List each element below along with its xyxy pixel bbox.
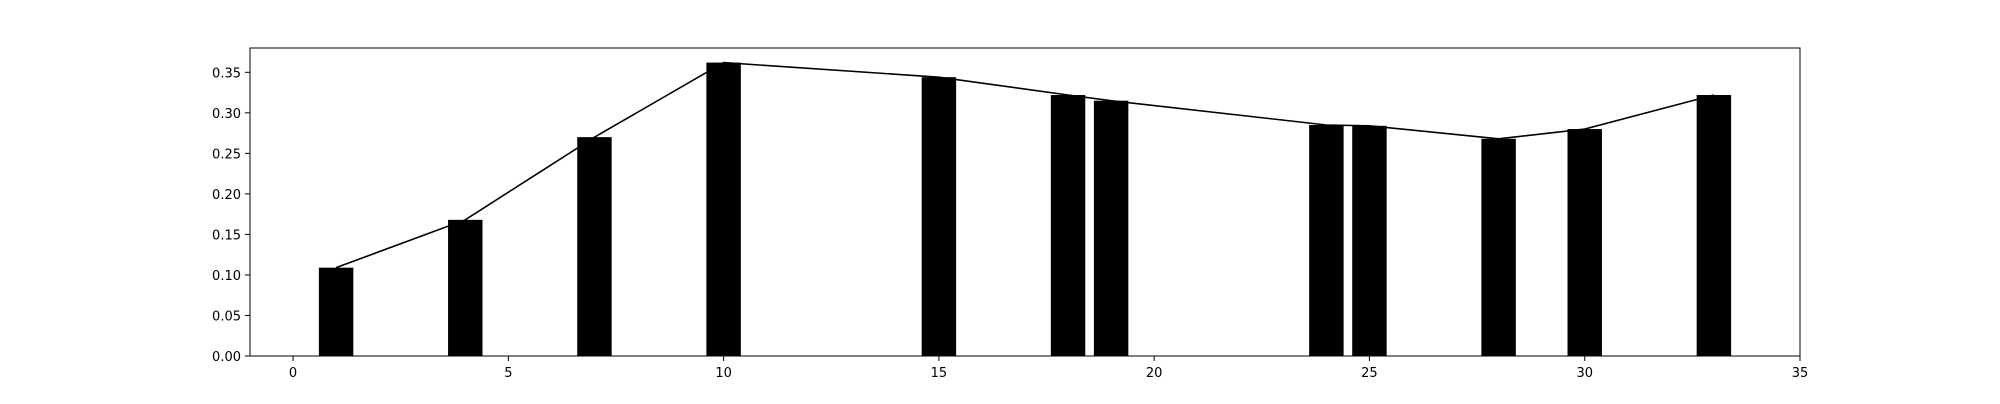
bars <box>318 62 1732 357</box>
x-tick-label-6: 30 <box>1576 366 1593 381</box>
y-tick-label-0: 0.00 <box>212 350 241 365</box>
y-tick-label-5: 0.25 <box>212 147 241 162</box>
x-tick-label-1: 5 <box>504 366 512 381</box>
bar-1 <box>448 219 483 356</box>
y-tick-label-7: 0.35 <box>212 66 241 81</box>
y-tick-label-2: 0.10 <box>212 269 241 284</box>
bar-7 <box>1309 125 1344 356</box>
bar-8 <box>1352 125 1387 357</box>
trend-line <box>335 61 1715 269</box>
bar-3 <box>706 62 741 356</box>
x-tick-label-2: 10 <box>715 366 732 381</box>
trend-line-layer <box>335 61 1715 269</box>
y-axis: 0.00 0.05 0.10 0.15 0.20 0.25 0.30 0.35 <box>212 66 250 365</box>
x-tick-label-5: 25 <box>1361 366 1378 381</box>
plot-area-frame <box>249 47 1801 357</box>
y-tick-label-4: 0.20 <box>212 188 241 203</box>
x-axis: 0 5 10 15 20 25 30 35 <box>289 356 1808 381</box>
y-tick-label-3: 0.15 <box>212 228 241 243</box>
x-tick-label-4: 20 <box>1146 366 1163 381</box>
x-tick-label-0: 0 <box>289 366 297 381</box>
bar-11 <box>1696 95 1732 356</box>
y-tick-label-1: 0.05 <box>212 309 241 324</box>
x-tick-label-3: 15 <box>931 366 948 381</box>
y-tick-label-6: 0.30 <box>212 107 241 122</box>
bar-9 <box>1481 138 1516 356</box>
bar-5 <box>1050 95 1086 356</box>
bar-6 <box>1093 100 1129 357</box>
x-tick-label-7: 35 <box>1792 366 1809 381</box>
bar-2 <box>577 137 612 356</box>
bar-0 <box>318 267 354 356</box>
bar-10 <box>1567 129 1602 356</box>
bar-4 <box>921 77 957 356</box>
